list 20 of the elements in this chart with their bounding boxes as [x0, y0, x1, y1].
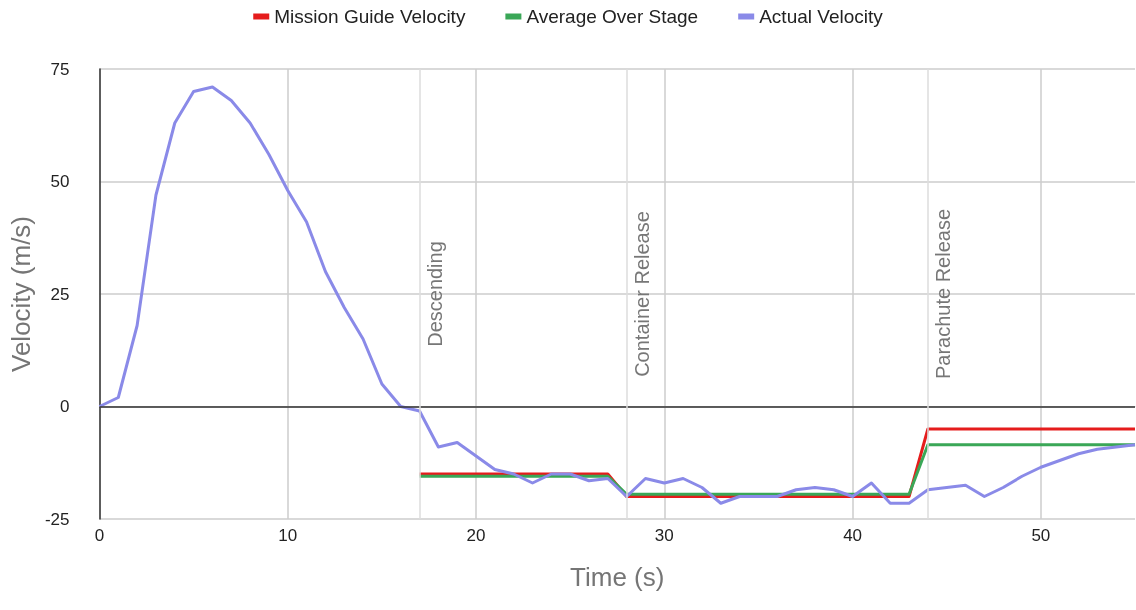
y-axis-title: Velocity (m/s) [6, 215, 36, 373]
line-series [97, 85, 1136, 505]
legend-label: Average Over Stage [526, 6, 699, 27]
y-tick-label: 0 [60, 397, 70, 416]
x-tick-label: 30 [654, 526, 674, 545]
x-tick-label: 10 [278, 526, 298, 545]
x-axis-title: Time (s) [570, 562, 665, 592]
x-tick-label: 40 [843, 526, 863, 545]
x-tick-label: 50 [1031, 526, 1051, 545]
ref-line-label: Descending [423, 241, 446, 347]
y-tick-label: 75 [50, 59, 70, 79]
ref-line-label: Container Release [630, 211, 653, 377]
y-tick-label: 25 [50, 284, 70, 304]
ref-line-label: Parachute Release [931, 208, 954, 380]
x-tick-label: 0 [94, 526, 105, 545]
legend-label: Mission Guide Velocity [274, 6, 466, 27]
y-tick-label: 50 [50, 172, 70, 191]
x-tick-label: 20 [466, 526, 486, 545]
legend-label: Actual Velocity [759, 6, 884, 27]
y-tick-label: -25 [44, 509, 70, 529]
